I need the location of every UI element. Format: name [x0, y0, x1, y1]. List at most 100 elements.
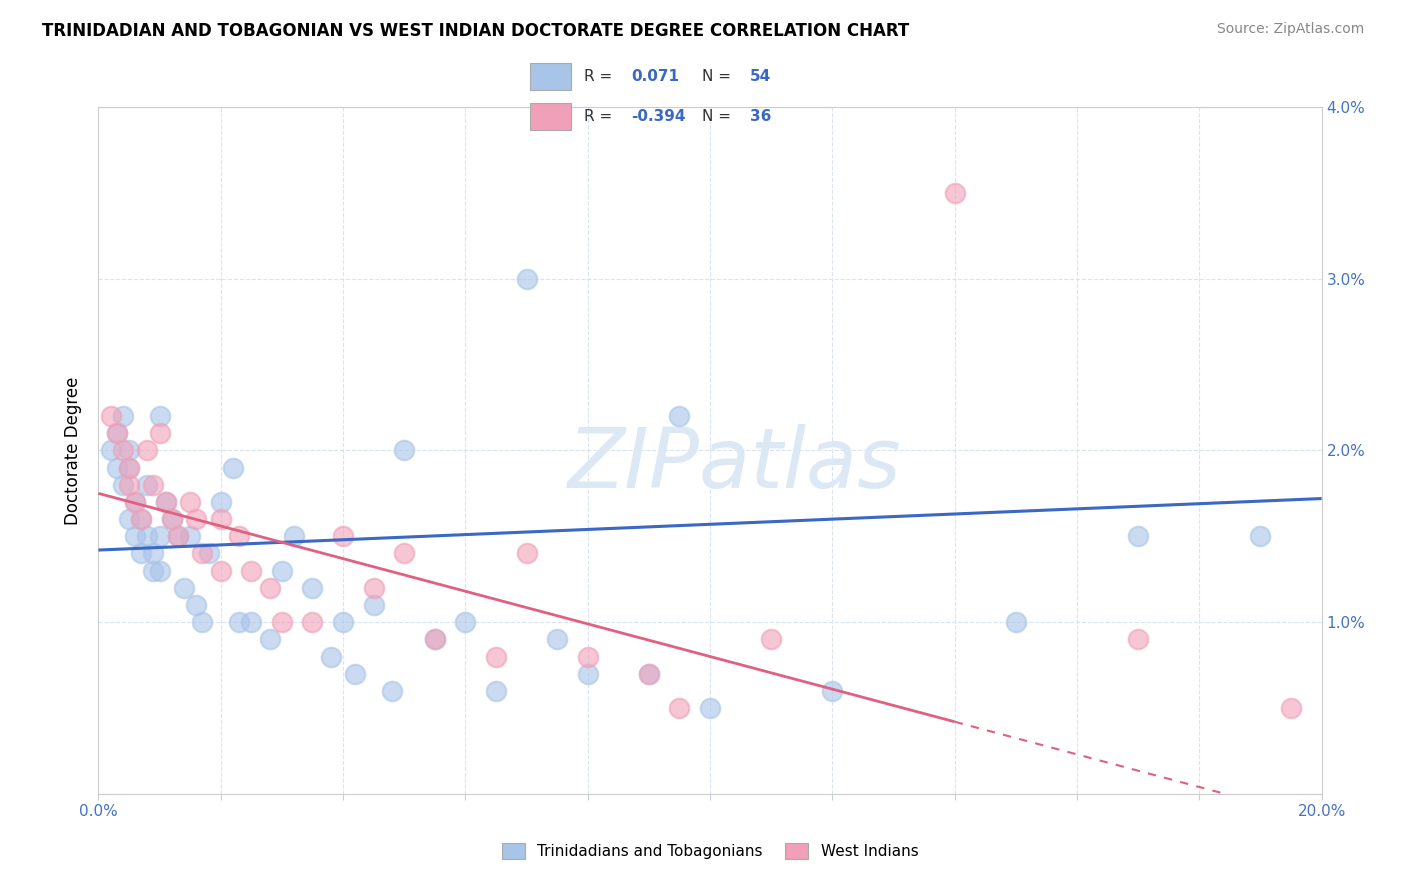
Point	[160, 512, 183, 526]
Point	[485, 649, 508, 664]
Point	[105, 426, 128, 441]
Point	[167, 529, 190, 543]
Point	[149, 564, 172, 578]
Point	[240, 564, 263, 578]
Point	[668, 409, 690, 423]
Text: R =: R =	[585, 69, 617, 84]
Point	[155, 495, 177, 509]
Point	[761, 632, 783, 647]
Point	[454, 615, 477, 630]
Point	[332, 615, 354, 630]
Text: TRINIDADIAN AND TOBAGONIAN VS WEST INDIAN DOCTORATE DEGREE CORRELATION CHART: TRINIDADIAN AND TOBAGONIAN VS WEST INDIA…	[42, 22, 910, 40]
Legend: Trinidadians and Tobagonians, West Indians: Trinidadians and Tobagonians, West India…	[496, 837, 924, 865]
Point	[301, 615, 323, 630]
Point	[129, 512, 152, 526]
Point	[167, 529, 190, 543]
Point	[191, 546, 214, 561]
Text: 36: 36	[749, 109, 770, 124]
Point	[240, 615, 263, 630]
Point	[105, 426, 128, 441]
Text: N =: N =	[703, 69, 737, 84]
Point	[638, 666, 661, 681]
Point	[111, 478, 134, 492]
Point	[668, 701, 690, 715]
Point	[319, 649, 342, 664]
Point	[821, 683, 844, 698]
Point	[222, 460, 245, 475]
Text: N =: N =	[703, 109, 737, 124]
Point	[1279, 701, 1302, 715]
Point	[270, 564, 294, 578]
Point	[638, 666, 661, 681]
Point	[142, 546, 165, 561]
Point	[209, 564, 232, 578]
Point	[485, 683, 508, 698]
Point	[1004, 615, 1026, 630]
Point	[136, 529, 159, 543]
Point	[186, 598, 208, 612]
Point	[423, 632, 446, 647]
Point	[124, 529, 146, 543]
FancyBboxPatch shape	[530, 62, 571, 90]
Text: 54: 54	[749, 69, 770, 84]
Point	[111, 409, 134, 423]
Point	[118, 478, 141, 492]
Point	[129, 546, 152, 561]
Point	[124, 495, 146, 509]
Point	[392, 546, 416, 561]
Point	[270, 615, 294, 630]
Text: Source: ZipAtlas.com: Source: ZipAtlas.com	[1216, 22, 1364, 37]
Point	[392, 443, 416, 458]
Point	[118, 460, 141, 475]
Point	[186, 512, 208, 526]
Point	[943, 186, 966, 200]
Point	[100, 409, 122, 423]
Point	[209, 512, 232, 526]
Point	[179, 495, 201, 509]
Point	[149, 529, 172, 543]
Point	[142, 564, 165, 578]
Point	[228, 615, 250, 630]
Point	[259, 632, 281, 647]
Point	[332, 529, 354, 543]
FancyBboxPatch shape	[530, 103, 571, 130]
Point	[1128, 529, 1150, 543]
Point	[136, 443, 159, 458]
Point	[149, 409, 172, 423]
Point	[118, 512, 141, 526]
Point	[228, 529, 250, 543]
Point	[197, 546, 219, 561]
Text: 0.071: 0.071	[631, 69, 679, 84]
Point	[576, 649, 599, 664]
Point	[363, 581, 385, 595]
Point	[111, 443, 134, 458]
Point	[516, 271, 538, 285]
Point	[1128, 632, 1150, 647]
Point	[1250, 529, 1272, 543]
Point	[124, 495, 146, 509]
Point	[179, 529, 201, 543]
Point	[699, 701, 721, 715]
Point	[142, 478, 165, 492]
Point	[363, 598, 385, 612]
Point	[160, 512, 183, 526]
Point	[423, 632, 446, 647]
Point	[136, 478, 159, 492]
Point	[118, 443, 141, 458]
Point	[576, 666, 599, 681]
Point	[173, 581, 195, 595]
Text: -0.394: -0.394	[631, 109, 686, 124]
Point	[105, 460, 128, 475]
Point	[155, 495, 177, 509]
Point	[191, 615, 214, 630]
Point	[516, 546, 538, 561]
Point	[209, 495, 232, 509]
Y-axis label: Doctorate Degree: Doctorate Degree	[65, 376, 83, 524]
Point	[259, 581, 281, 595]
Point	[100, 443, 122, 458]
Point	[283, 529, 305, 543]
Point	[129, 512, 152, 526]
Point	[381, 683, 404, 698]
Point	[118, 460, 141, 475]
Point	[301, 581, 323, 595]
